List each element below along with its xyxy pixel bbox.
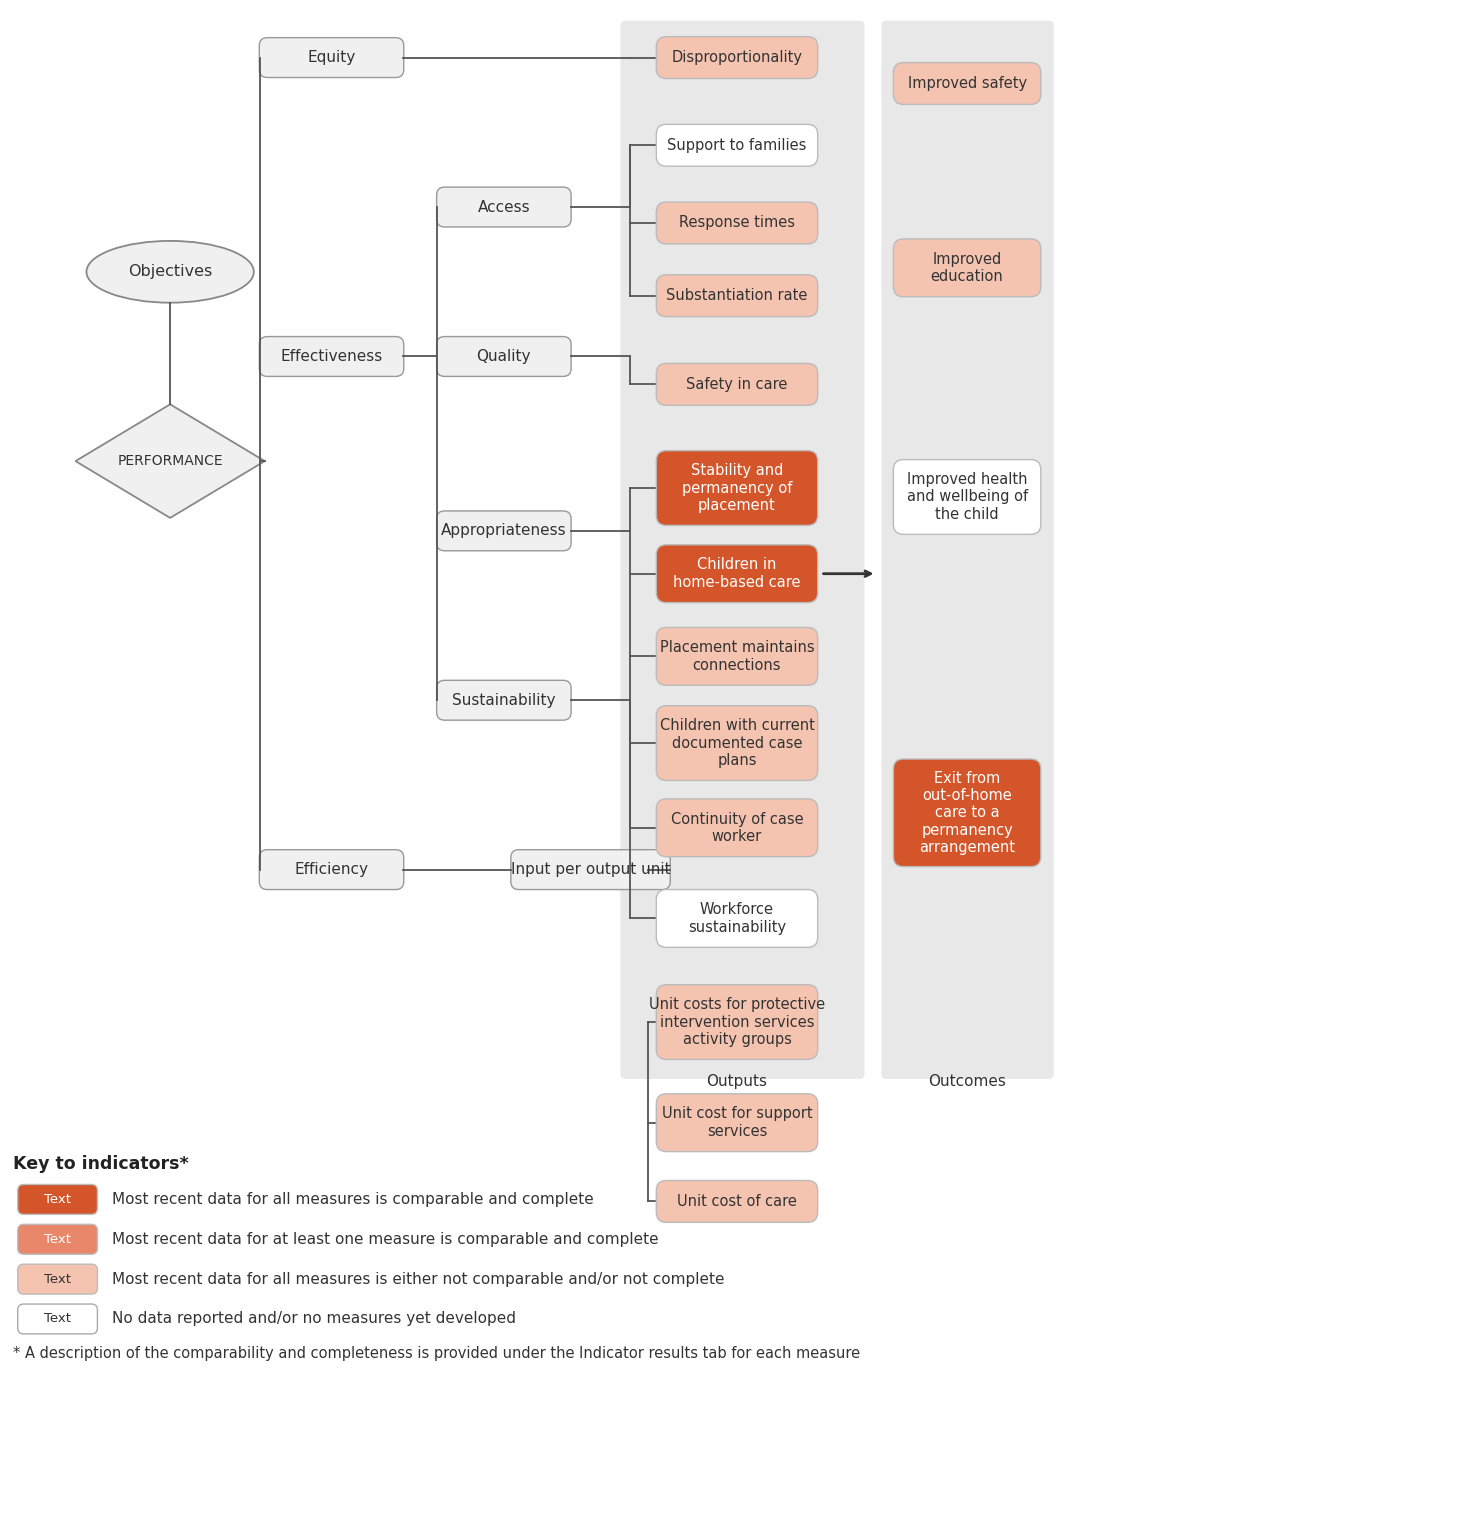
Text: PERFORMANCE: PERFORMANCE bbox=[117, 455, 223, 468]
Text: Objectives: Objectives bbox=[128, 265, 213, 279]
FancyBboxPatch shape bbox=[656, 799, 818, 857]
Text: Equity: Equity bbox=[307, 51, 355, 66]
Text: Outputs: Outputs bbox=[706, 1075, 768, 1090]
Text: Appropriateness: Appropriateness bbox=[440, 524, 567, 539]
Text: Quality: Quality bbox=[477, 349, 531, 364]
FancyBboxPatch shape bbox=[436, 337, 571, 377]
FancyBboxPatch shape bbox=[656, 202, 818, 243]
FancyBboxPatch shape bbox=[656, 1180, 818, 1222]
Text: Improved
education: Improved education bbox=[931, 251, 1004, 285]
Text: * A description of the comparability and completeness is provided under the Indi: * A description of the comparability and… bbox=[13, 1346, 860, 1361]
Text: Unit cost of care: Unit cost of care bbox=[677, 1194, 797, 1209]
FancyBboxPatch shape bbox=[656, 274, 818, 317]
FancyBboxPatch shape bbox=[656, 890, 818, 948]
Text: Most recent data for all measures is comparable and complete: Most recent data for all measures is com… bbox=[113, 1193, 595, 1206]
Text: Substantiation rate: Substantiation rate bbox=[666, 288, 807, 303]
FancyBboxPatch shape bbox=[656, 363, 818, 406]
FancyBboxPatch shape bbox=[436, 187, 571, 227]
Text: Most recent data for all measures is either not comparable and/or not complete: Most recent data for all measures is eit… bbox=[113, 1272, 725, 1286]
Text: Continuity of case
worker: Continuity of case worker bbox=[671, 811, 803, 844]
FancyBboxPatch shape bbox=[656, 1093, 818, 1151]
Text: Access: Access bbox=[477, 199, 530, 214]
FancyBboxPatch shape bbox=[260, 850, 404, 890]
FancyBboxPatch shape bbox=[656, 706, 818, 781]
Text: Improved safety: Improved safety bbox=[907, 77, 1026, 90]
Text: Effectiveness: Effectiveness bbox=[280, 349, 383, 364]
FancyBboxPatch shape bbox=[656, 628, 818, 686]
FancyBboxPatch shape bbox=[894, 459, 1041, 534]
Text: Support to families: Support to families bbox=[668, 138, 807, 153]
FancyBboxPatch shape bbox=[894, 239, 1041, 297]
FancyBboxPatch shape bbox=[656, 450, 818, 525]
Text: Safety in care: Safety in care bbox=[687, 377, 788, 392]
Text: Key to indicators*: Key to indicators* bbox=[13, 1154, 188, 1173]
FancyBboxPatch shape bbox=[621, 21, 865, 1079]
FancyBboxPatch shape bbox=[656, 124, 818, 167]
FancyBboxPatch shape bbox=[894, 63, 1041, 104]
Text: Exit from
out-of-home
care to a
permanency
arrangement: Exit from out-of-home care to a permanen… bbox=[919, 770, 1014, 856]
Text: Text: Text bbox=[44, 1232, 70, 1246]
Text: Text: Text bbox=[44, 1312, 70, 1326]
Text: Sustainability: Sustainability bbox=[452, 692, 555, 707]
FancyBboxPatch shape bbox=[436, 511, 571, 551]
Text: Text: Text bbox=[44, 1193, 70, 1206]
FancyBboxPatch shape bbox=[894, 759, 1041, 867]
FancyBboxPatch shape bbox=[656, 37, 818, 78]
Polygon shape bbox=[75, 404, 264, 517]
Text: Efficiency: Efficiency bbox=[295, 862, 368, 877]
Text: Text: Text bbox=[44, 1272, 70, 1286]
Text: Outcomes: Outcomes bbox=[928, 1075, 1006, 1090]
FancyBboxPatch shape bbox=[18, 1225, 97, 1254]
Text: Most recent data for at least one measure is comparable and complete: Most recent data for at least one measur… bbox=[113, 1232, 659, 1246]
FancyBboxPatch shape bbox=[656, 984, 818, 1059]
Text: Stability and
permanency of
placement: Stability and permanency of placement bbox=[681, 462, 793, 513]
Text: Improved health
and wellbeing of
the child: Improved health and wellbeing of the chi… bbox=[907, 472, 1028, 522]
Text: Workforce
sustainability: Workforce sustainability bbox=[688, 902, 785, 934]
FancyBboxPatch shape bbox=[18, 1265, 97, 1294]
FancyBboxPatch shape bbox=[260, 337, 404, 377]
FancyBboxPatch shape bbox=[436, 680, 571, 720]
Text: Input per output unit: Input per output unit bbox=[511, 862, 671, 877]
Text: Children in
home-based care: Children in home-based care bbox=[674, 557, 800, 589]
Text: Response times: Response times bbox=[680, 216, 796, 231]
Text: No data reported and/or no measures yet developed: No data reported and/or no measures yet … bbox=[113, 1312, 517, 1326]
FancyBboxPatch shape bbox=[260, 38, 404, 78]
Text: Disproportionality: Disproportionality bbox=[671, 51, 803, 66]
Text: Placement maintains
connections: Placement maintains connections bbox=[659, 640, 815, 672]
Text: Unit costs for protective
intervention services
activity groups: Unit costs for protective intervention s… bbox=[649, 997, 825, 1047]
FancyBboxPatch shape bbox=[511, 850, 671, 890]
FancyBboxPatch shape bbox=[18, 1304, 97, 1334]
FancyBboxPatch shape bbox=[18, 1185, 97, 1214]
FancyBboxPatch shape bbox=[881, 21, 1054, 1079]
Text: Unit cost for support
services: Unit cost for support services bbox=[662, 1107, 812, 1139]
FancyBboxPatch shape bbox=[656, 545, 818, 603]
Text: Children with current
documented case
plans: Children with current documented case pl… bbox=[659, 718, 815, 769]
Ellipse shape bbox=[87, 240, 254, 303]
